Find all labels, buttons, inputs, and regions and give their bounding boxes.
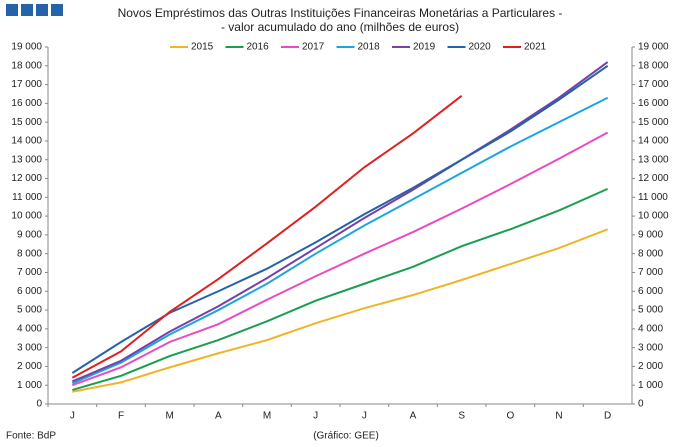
y-tick-label: 9 000 (638, 230, 663, 241)
y-tick-label: 5 000 (638, 305, 663, 316)
y-tick-label: 15 000 (11, 117, 42, 128)
y-tick-label: 2 000 (17, 361, 42, 372)
series-line (72, 187, 609, 391)
logo (21, 4, 33, 16)
y-tick-label: 11 000 (638, 192, 668, 203)
series-line (71, 96, 609, 385)
chart-title: Novos Empréstimos das Outras Instituiçõe… (118, 6, 563, 20)
legend-label: 2020 (469, 42, 492, 53)
y-tick-label: 10 000 (638, 211, 669, 222)
y-tick-label: 15 000 (638, 117, 669, 128)
legend-label: 2016 (247, 42, 270, 53)
legend-label: 2018 (358, 42, 381, 53)
y-tick-label: 3 000 (638, 342, 663, 353)
source: Fonte: BdP (6, 431, 56, 442)
y-tick-label: 17 000 (638, 79, 669, 90)
y-tick-label: 12 000 (638, 173, 669, 184)
y-tick-label: 1 000 (638, 380, 663, 391)
x-tick-label: F (118, 411, 124, 422)
y-tick-label: 3 000 (17, 342, 42, 353)
x-tick-label: M (263, 411, 271, 422)
y-tick-label: 0 (36, 399, 42, 410)
y-tick-label: 14 000 (11, 136, 42, 147)
y-tick-label: 1 000 (17, 380, 42, 391)
chart-subtitle: - valor acumulado do ano (milhões de eur… (221, 20, 459, 34)
y-tick-label: 7 000 (638, 267, 663, 278)
x-tick-label: N (555, 411, 562, 422)
x-tick-label: M (165, 411, 173, 422)
y-tick-label: 14 000 (638, 136, 669, 147)
y-tick-label: 16 000 (11, 98, 42, 109)
y-tick-label: 9 000 (17, 230, 42, 241)
y-tick-label: 19 000 (638, 42, 669, 53)
y-tick-label: 13 000 (11, 154, 42, 165)
logo (51, 4, 63, 16)
x-tick-label: J (313, 411, 318, 422)
y-tick-label: 4 000 (17, 323, 42, 334)
y-tick-label: 19 000 (11, 42, 42, 53)
y-tick-label: 2 000 (638, 361, 663, 372)
y-tick-label: 0 (638, 399, 644, 410)
x-tick-label: J (70, 411, 75, 422)
credit: (Gráfico: GEE) (313, 431, 379, 442)
series-line (72, 228, 609, 393)
x-tick-label: A (215, 411, 222, 422)
legend-label: 2021 (524, 42, 547, 53)
logo (6, 4, 18, 16)
y-tick-label: 16 000 (638, 98, 669, 109)
y-tick-label: 6 000 (17, 286, 42, 297)
x-tick-label: D (604, 411, 611, 422)
y-tick-label: 5 000 (17, 305, 42, 316)
y-tick-label: 6 000 (638, 286, 663, 297)
y-tick-label: 13 000 (638, 154, 669, 165)
y-tick-label: 18 000 (638, 60, 669, 71)
y-tick-label: 8 000 (638, 248, 663, 259)
series-line (71, 95, 463, 379)
x-tick-label: S (458, 411, 465, 422)
x-tick-label: A (410, 411, 417, 422)
y-tick-label: 4 000 (638, 323, 663, 334)
legend-label: 2015 (191, 42, 214, 53)
series-line (71, 131, 609, 387)
legend-label: 2017 (302, 42, 325, 53)
y-tick-label: 17 000 (11, 79, 42, 90)
y-tick-label: 18 000 (11, 60, 42, 71)
y-tick-label: 12 000 (11, 173, 42, 184)
y-tick-label: 7 000 (17, 267, 42, 278)
x-tick-label: J (362, 411, 367, 422)
series-line (71, 61, 609, 383)
logo (36, 4, 48, 16)
y-tick-label: 8 000 (17, 248, 42, 259)
x-tick-label: O (506, 411, 514, 422)
legend-label: 2019 (413, 42, 436, 53)
y-tick-label: 10 000 (11, 211, 42, 222)
y-tick-label: 11 000 (12, 192, 42, 203)
